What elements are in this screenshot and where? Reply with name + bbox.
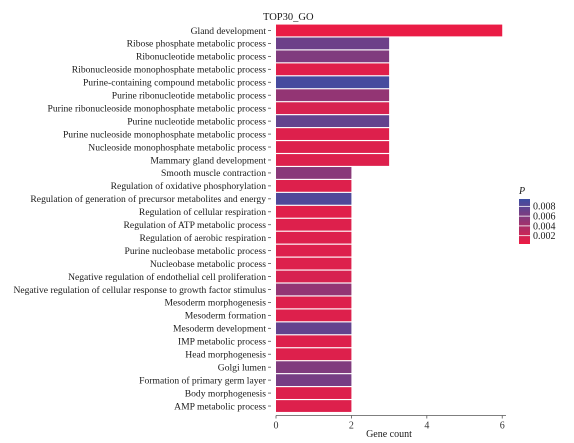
x-tick-label: 0 — [274, 421, 279, 432]
legend-tick-label: 0.002 — [533, 231, 556, 242]
legend-tick-label: 0.006 — [533, 212, 556, 223]
legend-title: P — [518, 186, 525, 197]
bar-23 — [276, 309, 352, 322]
bar-3 — [276, 50, 390, 63]
bar-11 — [276, 154, 390, 166]
bar-17 — [276, 231, 352, 244]
category-label: Regulation of generation of precursor me… — [30, 194, 266, 205]
bar-20 — [276, 270, 352, 283]
x-axis-title: Gene count — [366, 429, 412, 440]
bar-24 — [276, 322, 352, 335]
bar-15 — [276, 205, 352, 218]
category-label: Negative regulation of cellular response… — [13, 285, 266, 296]
category-label: Ribonucleoside monophosphate metabolic p… — [72, 65, 266, 76]
category-label: AMP metabolic process — [174, 401, 266, 412]
bar-1 — [276, 24, 503, 37]
bar-4 — [276, 63, 390, 76]
legend-tick-label: 0.008 — [533, 202, 556, 213]
category-label: IMP metabolic process — [178, 337, 266, 348]
category-label: Nucleobase metabolic process — [150, 259, 266, 270]
category-label: Formation of primary germ layer — [139, 375, 267, 386]
bar-19 — [276, 257, 352, 270]
category-label: Ribose phosphate metabolic process — [127, 39, 267, 50]
category-label: Regulation of cellular respiration — [139, 207, 266, 218]
category-label: Regulation of ATP metabolic process — [124, 220, 267, 231]
category-label: Nucleoside monophosphate metabolic proce… — [88, 142, 266, 153]
category-label: Mesoderm morphogenesis — [164, 298, 266, 309]
category-label: Gland development — [191, 26, 267, 37]
x-tick-label: 2 — [349, 421, 354, 432]
bar-16 — [276, 218, 352, 231]
bar-27 — [276, 361, 352, 374]
legend-colorbar — [519, 199, 530, 244]
category-label: Mammary gland development — [150, 155, 266, 166]
category-label: Body morphogenesis — [185, 388, 267, 399]
bar-18 — [276, 244, 352, 257]
category-label: Purine nucleoside monophosphate metaboli… — [63, 129, 266, 140]
x-tick-label: 4 — [424, 421, 429, 432]
bar-22 — [276, 296, 352, 309]
bar-26 — [276, 348, 352, 361]
category-label: Negative regulation of endothelial cell … — [68, 272, 266, 283]
bar-14 — [276, 192, 352, 205]
x-tick-label: 6 — [500, 421, 505, 432]
bars-group — [276, 24, 503, 412]
bar-10 — [276, 141, 390, 153]
category-label: Purine ribonucleotide metabolic process — [112, 91, 267, 102]
category-label: Purine ribonucleoside monophosphate meta… — [48, 103, 267, 114]
category-label: Head morphogenesis — [185, 350, 266, 361]
bar-29 — [276, 387, 352, 399]
bar-5 — [276, 76, 390, 89]
category-label: Purine nucleotide metabolic process — [127, 116, 266, 127]
bar-7 — [276, 102, 390, 115]
category-label: Purine-containing compound metabolic pro… — [83, 78, 266, 89]
bar-6 — [276, 89, 390, 102]
chart-title: TOP30_GO — [263, 12, 314, 23]
bar-8 — [276, 115, 390, 128]
x-axis: 0 2 4 6 — [274, 415, 506, 432]
category-label: Smooth muscle contraction — [161, 168, 266, 179]
bar-13 — [276, 179, 352, 192]
category-label: Mesoderm development — [173, 324, 266, 335]
category-label: Golgi lumen — [218, 362, 266, 373]
category-label: Ribonucleotide metabolic process — [136, 52, 266, 63]
bar-9 — [276, 128, 390, 140]
bar-30 — [276, 400, 352, 412]
category-labels: Gland development Ribose phosphate metabo… — [13, 26, 271, 412]
category-label: Regulation of aerobic respiration — [139, 233, 266, 244]
category-label: Mesoderm formation — [185, 311, 266, 322]
bar-28 — [276, 374, 352, 387]
bar-21 — [276, 283, 352, 296]
category-label: Regulation of oxidative phosphorylation — [111, 181, 267, 192]
bar-12 — [276, 167, 352, 179]
legend-tick-label: 0.004 — [533, 221, 556, 232]
category-label: Purine nucleobase metabolic process — [125, 246, 267, 257]
bar-2 — [276, 37, 390, 50]
bar-25 — [276, 335, 352, 348]
